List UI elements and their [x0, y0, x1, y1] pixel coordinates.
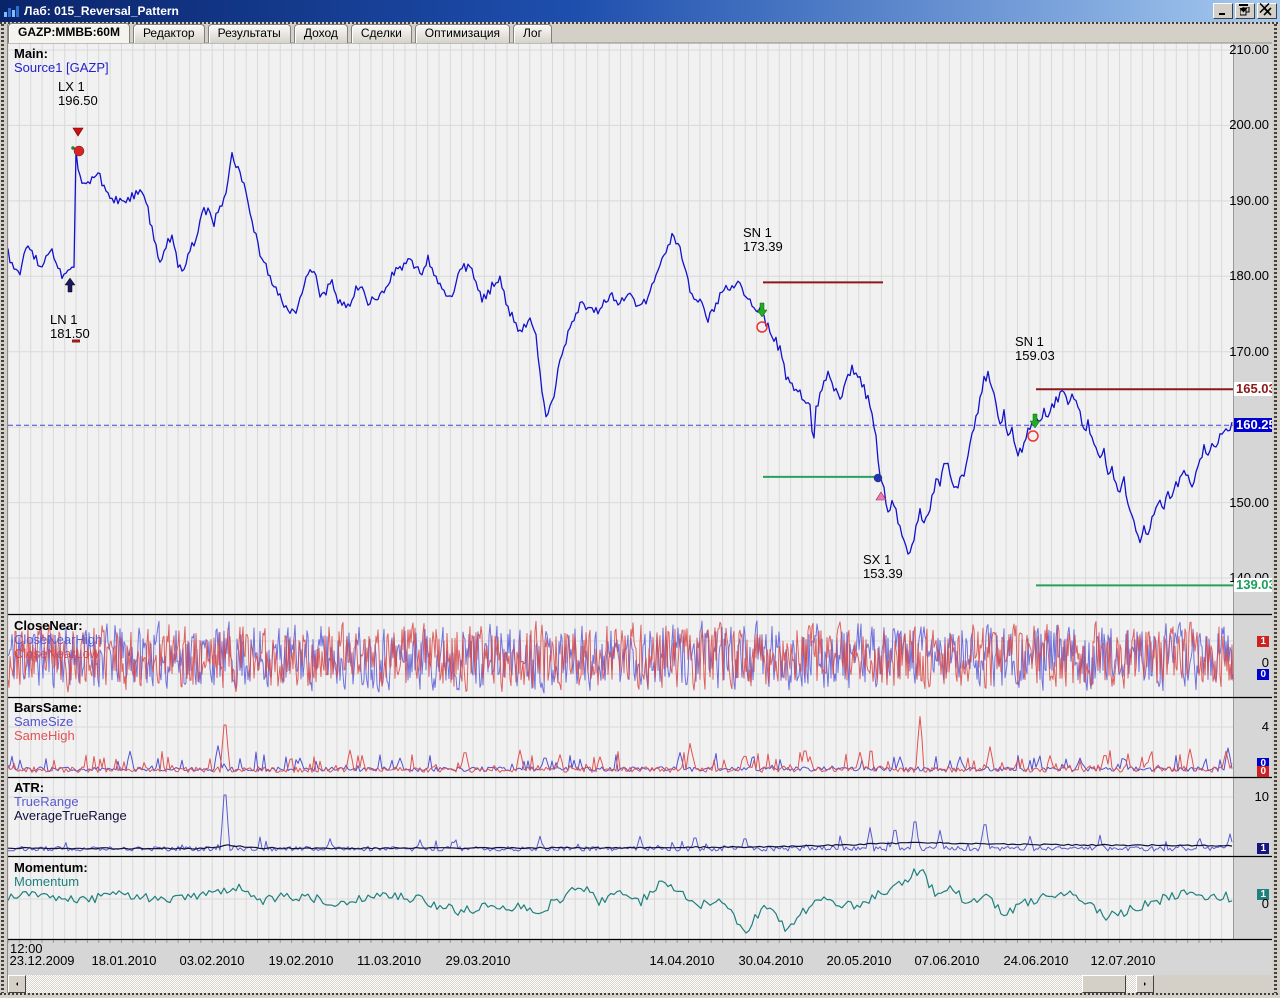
- series-truerange: [7, 794, 1233, 852]
- marker-ring-10: [1027, 430, 1039, 442]
- marker-dot-2: [73, 145, 85, 157]
- marker-tri-down-0: [72, 127, 84, 137]
- scrollbar-thumb[interactable]: [1082, 975, 1126, 993]
- tab-4[interactable]: Сделки: [350, 24, 412, 43]
- tab-6[interactable]: Лог: [513, 24, 552, 43]
- tab-0-active[interactable]: GAZP:ММВБ:60М: [8, 23, 130, 43]
- window-edge-top: [0, 22, 1280, 24]
- marker-dot-1: [71, 146, 75, 150]
- close-chart-icon[interactable]: [1259, 3, 1270, 13]
- marker-hdash-4: [72, 339, 80, 343]
- series-samehigh: [7, 716, 1233, 773]
- marker-arrow-up-3: [64, 277, 76, 293]
- series-momentum: [7, 868, 1233, 934]
- series-source1-gazp-: [7, 149, 1233, 555]
- series-averagetruerange: [7, 841, 1233, 850]
- marker-tri-up-8: [875, 491, 887, 501]
- date-axis: [8, 940, 1272, 975]
- restore-button[interactable]: [1235, 3, 1255, 19]
- tab-2[interactable]: Результаты: [207, 24, 291, 43]
- tab-bar: GAZP:ММВБ:60М Редактор Результаты Доход Сдел…: [0, 23, 1280, 43]
- window-edge-right: [1272, 24, 1280, 993]
- tab-1[interactable]: Редактор: [132, 24, 205, 43]
- marker-arrow-down-9: [1029, 413, 1041, 429]
- series-closenearlow: [7, 620, 1234, 693]
- series-closenearhigh: [7, 620, 1234, 694]
- scroll-right-button[interactable]: [1136, 975, 1154, 993]
- horizontal-scrollbar[interactable]: [8, 975, 1154, 993]
- marker-dot-7: [873, 473, 883, 483]
- minimize-button[interactable]: [1213, 3, 1233, 19]
- app-icon: [3, 4, 19, 18]
- window-edge-bottom: [0, 993, 1280, 998]
- title-bar: Лаб: 015_Reversal_Pattern: [0, 0, 1280, 22]
- collapse-panel-icon[interactable]: [1238, 3, 1249, 13]
- price-axis: [1233, 43, 1272, 940]
- tab-3[interactable]: Доход: [293, 24, 348, 43]
- marker-ring-6: [756, 321, 768, 333]
- window-edge-left: [0, 24, 8, 993]
- gridlines: [7, 42, 1272, 943]
- scroll-left-button[interactable]: [8, 975, 26, 993]
- window-title: Лаб: 015_Reversal_Pattern: [24, 4, 179, 18]
- marker-arrow-down-5: [756, 302, 768, 318]
- tab-5[interactable]: Оптимизация: [414, 24, 511, 43]
